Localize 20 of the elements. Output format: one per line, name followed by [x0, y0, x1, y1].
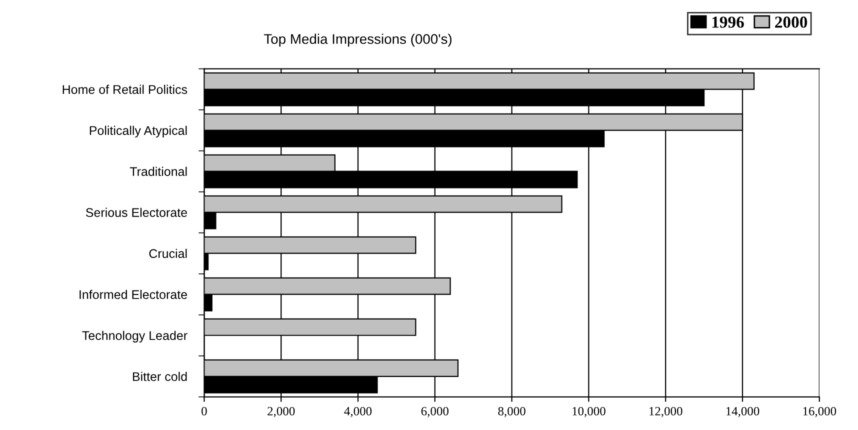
x-tick-label: 10,000 [572, 406, 606, 418]
x-tick-label: 2,000 [268, 406, 295, 418]
y-tick-label: Informed Electorate [80, 290, 187, 300]
x-tick-label: 0 [202, 406, 207, 416]
y-tick-label: Serious Electorate [86, 208, 187, 217]
chart-title: Top Media Impressions (000's) [264, 34, 452, 47]
legend-label: 2000 [775, 16, 808, 28]
y-tick-label: Technology Leader [82, 330, 188, 342]
y-tick-label: Home of Retail Politics [62, 84, 188, 94]
legend-label: 1996 [712, 16, 744, 28]
y-tick-label: Politically Atypical [90, 126, 187, 138]
y-tick-label: Traditional [130, 166, 187, 176]
y-tick-label: Bitter cold [132, 372, 187, 382]
x-tick-label: 12,000 [650, 406, 682, 418]
x-tick-label: 16,000 [803, 406, 836, 418]
x-tick-label: 14,000 [726, 406, 760, 418]
x-tick-label: 6,000 [421, 406, 448, 418]
x-tick-label: 4,000 [344, 406, 372, 418]
y-tick-label: Crucial [149, 248, 187, 258]
x-tick-label: 8,000 [498, 406, 526, 418]
